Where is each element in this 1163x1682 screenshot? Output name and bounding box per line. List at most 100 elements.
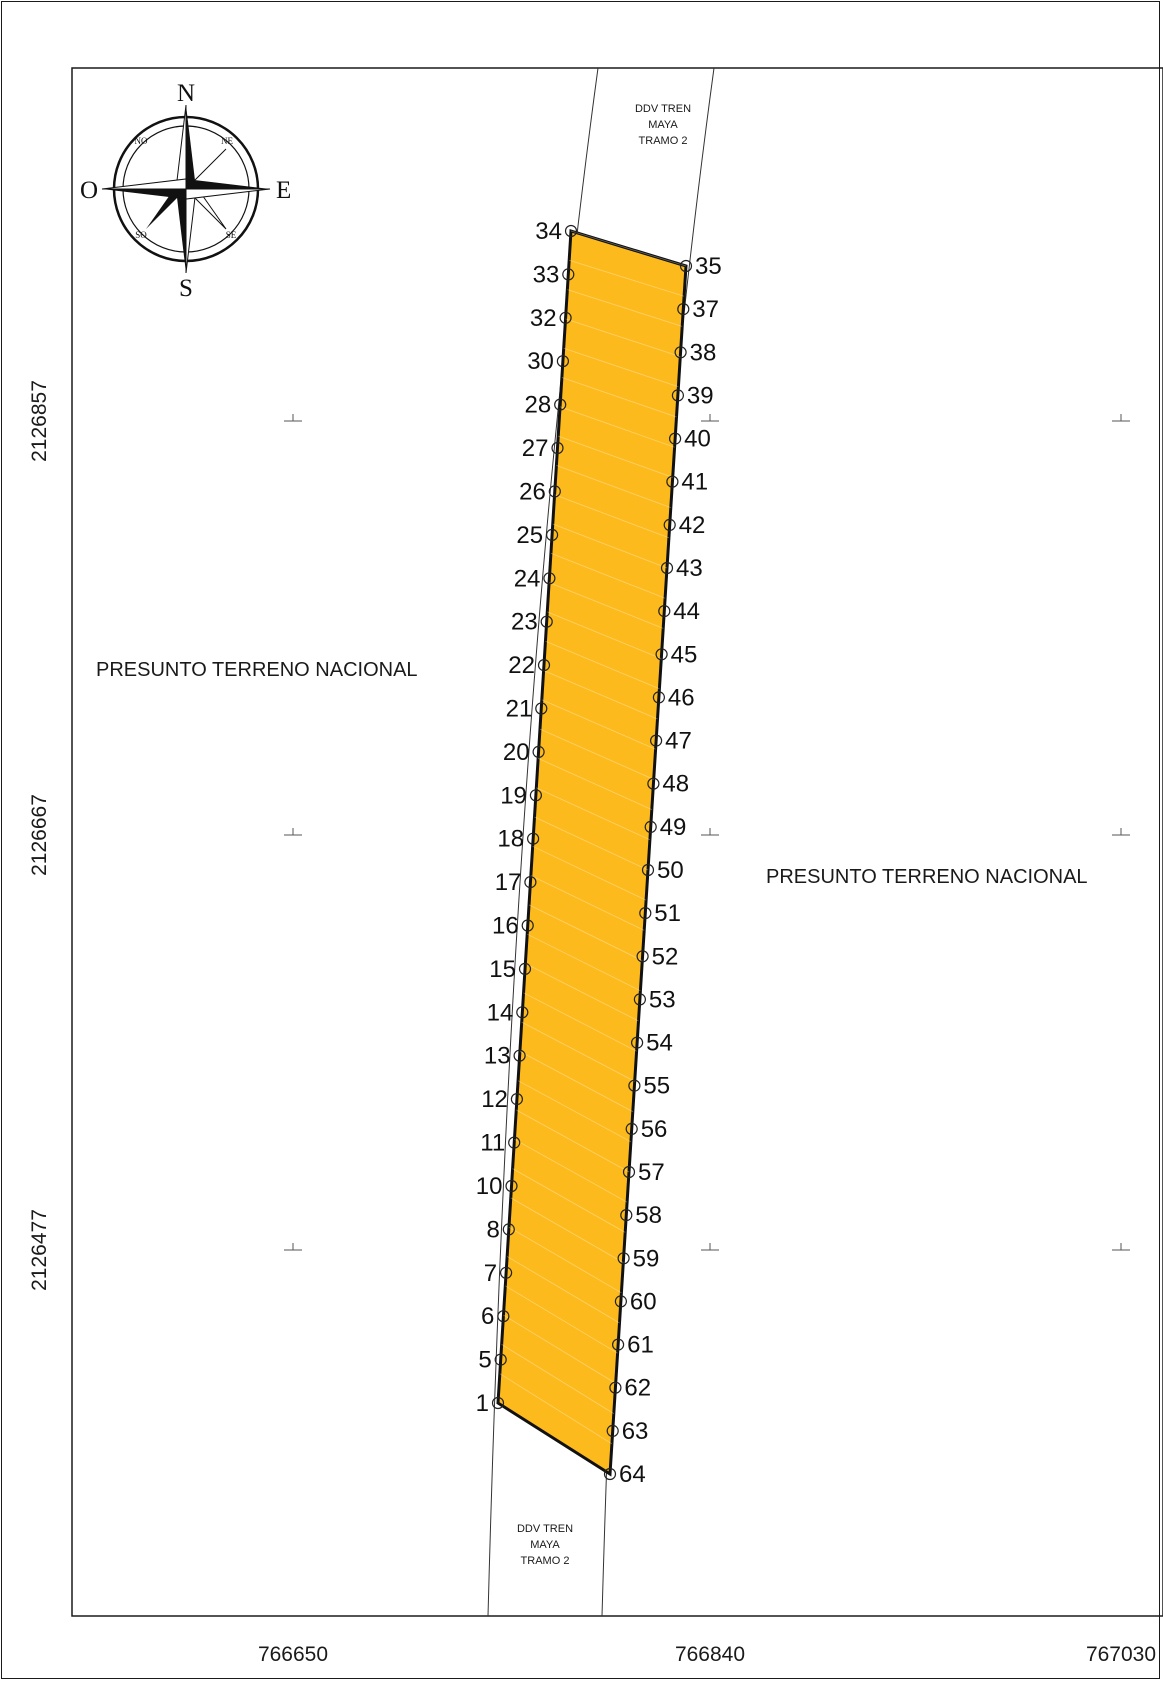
vertex-marker[interactable]	[660, 561, 674, 575]
vertex-marker[interactable]	[545, 528, 559, 542]
vertex-label: 38	[690, 339, 717, 366]
compass-point-n	[186, 105, 196, 189]
compass-south-label: S	[179, 275, 193, 302]
vertex-marker[interactable]	[666, 475, 679, 488]
hatch-line	[570, 230, 687, 267]
vertex-marker[interactable]	[649, 734, 663, 747]
vertex-marker[interactable]	[644, 820, 657, 834]
vertex-marker[interactable]	[625, 1122, 638, 1136]
vertex-marker[interactable]	[554, 398, 567, 411]
vertex-marker[interactable]	[505, 1179, 518, 1193]
vertex-marker[interactable]	[677, 303, 690, 316]
vertex-marker[interactable]	[502, 1223, 515, 1236]
vertex-marker[interactable]	[524, 875, 537, 889]
vertex-label: 5	[478, 1347, 491, 1374]
vertex-marker[interactable]	[532, 745, 545, 759]
map-frame	[71, 67, 1163, 1617]
vertex-marker[interactable]	[551, 441, 564, 455]
vertex-marker[interactable]	[620, 1208, 633, 1222]
vertex-label: 50	[657, 857, 684, 884]
vertex-marker[interactable]	[529, 789, 543, 802]
hatch-line	[559, 406, 675, 448]
vertex-marker[interactable]	[497, 1310, 510, 1323]
zone-label-left: PRESUNTO TERRENO NACIONAL	[96, 659, 418, 681]
vertex-marker[interactable]	[674, 346, 687, 359]
vertex-label: 37	[692, 296, 719, 323]
vertex-marker[interactable]	[564, 224, 578, 238]
vertex-marker[interactable]	[535, 702, 548, 715]
vertex-marker[interactable]	[655, 648, 668, 661]
vertex-label: 14	[487, 999, 514, 1026]
vertex-label: 15	[489, 956, 516, 983]
compass-north-label: N	[177, 80, 195, 107]
vertex-marker[interactable]	[652, 691, 666, 704]
vertex-marker[interactable]	[559, 311, 572, 324]
vertex-marker[interactable]	[617, 1252, 630, 1265]
hatch-line	[525, 963, 639, 1022]
vertex-label: 49	[660, 814, 687, 841]
vertex-marker[interactable]	[540, 615, 553, 628]
vertex-marker[interactable]	[491, 1396, 505, 1410]
hatch-line	[519, 1051, 633, 1112]
vertex-marker[interactable]	[548, 485, 561, 498]
hatch-line	[552, 523, 668, 569]
vertex-marker[interactable]	[510, 1092, 524, 1106]
compass-nw-label: NO	[135, 136, 148, 146]
vertex-label: 17	[495, 869, 522, 896]
vertex-marker[interactable]	[606, 1424, 619, 1438]
vertex-marker[interactable]	[679, 259, 693, 273]
vertex-label: 10	[476, 1173, 503, 1200]
hatch-line	[521, 1021, 635, 1082]
vertex-marker[interactable]	[658, 604, 671, 618]
vertex-marker[interactable]	[494, 1353, 507, 1366]
hatch-line	[514, 1138, 628, 1203]
vertex-label: 51	[654, 900, 681, 927]
hatch-line	[543, 670, 658, 720]
vertex-layer: 1567810111213141516171819202122232425262…	[476, 218, 722, 1488]
vertex-marker[interactable]	[628, 1079, 641, 1092]
vertex-marker[interactable]	[556, 355, 570, 368]
vertex-marker[interactable]	[508, 1136, 521, 1149]
vertex-marker[interactable]	[671, 389, 685, 402]
vertex-marker[interactable]	[636, 950, 649, 963]
vertex-marker[interactable]	[518, 962, 532, 976]
hatch-line	[536, 787, 651, 841]
vertex-marker[interactable]	[513, 1049, 526, 1062]
compass-east-label: E	[276, 177, 291, 204]
vertex-label: 8	[486, 1216, 499, 1243]
vertex-marker[interactable]	[521, 919, 534, 932]
vertex-marker[interactable]	[639, 906, 652, 920]
parcel-polygon[interactable]	[496, 229, 688, 1477]
grid-cross	[1112, 1243, 1130, 1251]
vertex-marker[interactable]	[668, 432, 682, 445]
vertex-marker[interactable]	[603, 1467, 617, 1481]
vertex-marker[interactable]	[537, 658, 551, 672]
vertex-label: 21	[506, 696, 533, 723]
vertex-label: 62	[624, 1375, 651, 1402]
vertex-marker[interactable]	[526, 832, 540, 845]
vertex-marker[interactable]	[543, 572, 556, 585]
vertex-label: 33	[533, 261, 560, 288]
compass-ne-label: NE	[221, 136, 233, 146]
x-coord-label: 767030	[1086, 1643, 1156, 1666]
vertex-marker[interactable]	[633, 993, 647, 1006]
hatch-line	[501, 1344, 615, 1414]
hatch-line	[512, 1168, 626, 1233]
vertex-label: 44	[673, 598, 700, 625]
grid-cross	[701, 1243, 719, 1251]
vertex-marker[interactable]	[647, 777, 660, 790]
vertex-marker[interactable]	[614, 1295, 628, 1308]
hatch-line	[561, 377, 677, 418]
hatch-line	[556, 465, 671, 508]
vertex-marker[interactable]	[516, 1006, 529, 1019]
vertex-marker[interactable]	[500, 1266, 513, 1279]
hatch-line	[508, 1226, 622, 1294]
vertex-marker[interactable]	[630, 1036, 644, 1049]
vertex-marker[interactable]	[611, 1338, 625, 1351]
vertex-marker[interactable]	[609, 1381, 622, 1394]
vertex-marker[interactable]	[622, 1165, 636, 1179]
vertex-marker[interactable]	[663, 518, 676, 532]
vertex-marker[interactable]	[641, 863, 655, 877]
vertex-marker[interactable]	[562, 268, 575, 281]
